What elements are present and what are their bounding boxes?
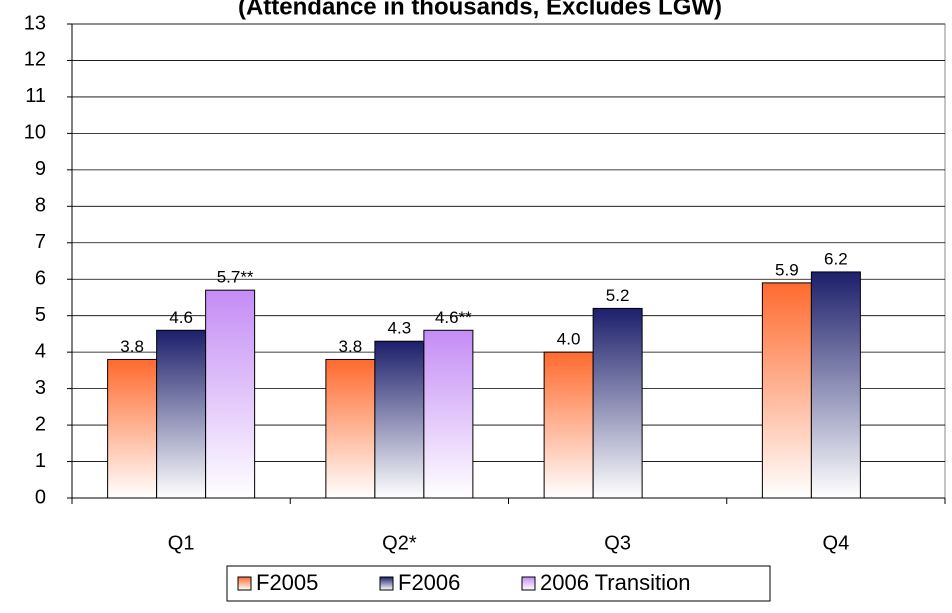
y-tick-label: 13	[24, 12, 46, 34]
value-label: 4.6**	[435, 308, 472, 327]
legend-box	[226, 565, 771, 602]
chart-title: (Attendance in thousands, Excludes LGW)	[238, 0, 722, 20]
value-label: 4.3	[388, 319, 412, 338]
y-tick-label: 9	[35, 158, 46, 180]
x-tick-label: Q4	[823, 532, 850, 554]
legend-label: F2006	[398, 570, 460, 595]
value-label: 3.8	[339, 337, 363, 356]
value-label: 4.0	[557, 330, 581, 349]
legend-label: 2006 Transition	[540, 570, 690, 595]
bar	[810, 271, 861, 499]
value-label: 5.9	[775, 260, 799, 279]
y-tick-label: 8	[35, 195, 46, 217]
legend-swatch	[379, 576, 394, 591]
bar	[543, 351, 594, 499]
bar	[592, 307, 643, 499]
bar	[423, 329, 474, 499]
y-tick-label: 4	[35, 340, 46, 362]
bar	[325, 358, 376, 499]
y-tick-label: 3	[35, 377, 46, 399]
x-tick-label: Q2*	[382, 532, 417, 554]
value-label: 3.8	[120, 337, 144, 356]
value-label: 6.2	[824, 249, 848, 268]
bar	[156, 329, 207, 499]
y-tick-label: 12	[24, 49, 46, 71]
bar	[761, 282, 812, 499]
legend-swatch	[237, 576, 252, 591]
bar	[205, 289, 256, 499]
value-label: 5.7**	[217, 268, 254, 287]
value-label: 5.2	[606, 286, 630, 305]
legend-label: F2005	[256, 570, 318, 595]
bar	[107, 358, 158, 499]
y-tick-label: 11	[25, 85, 46, 107]
y-tick-label: 6	[35, 268, 46, 290]
y-tick-label: 10	[24, 122, 46, 144]
y-tick-label: 5	[35, 304, 46, 326]
y-tick-label: 7	[35, 231, 46, 253]
y-tick-label: 1	[35, 450, 46, 472]
x-tick-label: Q1	[168, 532, 195, 554]
legend-swatch	[521, 576, 536, 591]
bar	[374, 340, 425, 499]
y-tick-label: 2	[35, 413, 46, 435]
y-tick-label: 0	[35, 486, 46, 508]
value-label: 4.6	[169, 308, 193, 327]
x-tick-label: Q3	[604, 532, 631, 554]
